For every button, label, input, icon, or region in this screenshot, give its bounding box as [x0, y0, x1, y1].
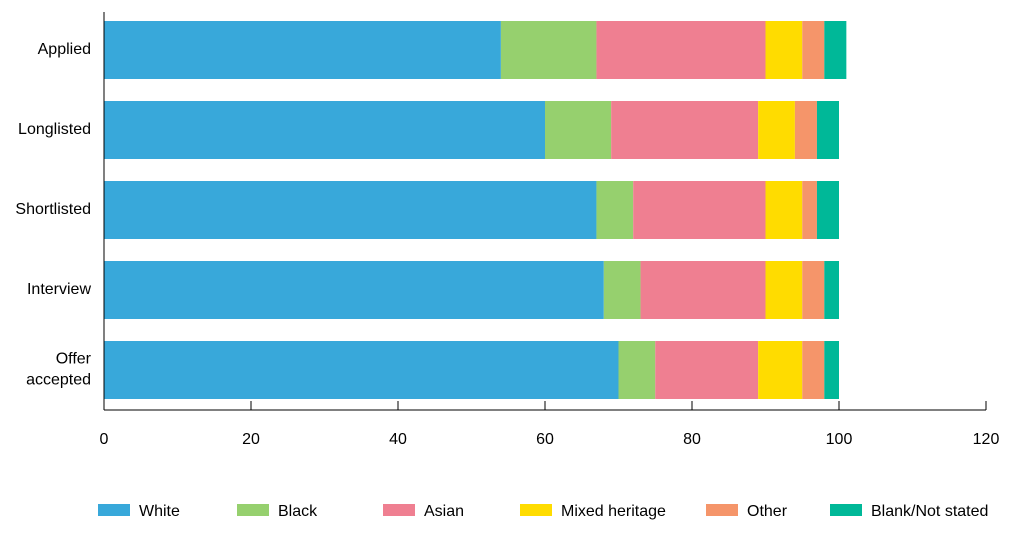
legend-swatch-mixed-heritage: [520, 504, 552, 516]
bar-segment-asian-shortlisted: [633, 181, 766, 239]
bar-segment-blank-not-stated-shortlisted: [816, 181, 839, 239]
legend-swatch-blank-not-stated: [830, 504, 862, 516]
bar-segment-mixed-heritage-interview: [765, 261, 803, 319]
bar-segment-black-longlisted: [545, 101, 612, 159]
bar-segment-asian-interview: [640, 261, 766, 319]
x-tick-label-120: 120: [973, 431, 1000, 448]
bar-segment-mixed-heritage-offer-accepted: [758, 341, 803, 399]
legend-swatch-white: [98, 504, 130, 516]
bar-segment-other-shortlisted: [802, 181, 817, 239]
legend-label-asian: Asian: [424, 503, 464, 520]
legend-swatch-other: [706, 504, 738, 516]
bar-segment-asian-applied: [596, 21, 766, 79]
legend-swatch-asian: [383, 504, 415, 516]
bar-segment-other-offer-accepted: [802, 341, 825, 399]
x-tick-label-20: 20: [242, 431, 260, 448]
bar-segment-black-shortlisted: [596, 181, 634, 239]
x-tick-label-40: 40: [389, 431, 407, 448]
legend-swatch-black: [237, 504, 269, 516]
bar-segment-mixed-heritage-shortlisted: [765, 181, 803, 239]
bar-segment-blank-not-stated-interview: [824, 261, 839, 319]
category-label-shortlisted: Shortlisted: [15, 201, 91, 218]
bar-segment-black-interview: [603, 261, 641, 319]
x-tick-label-60: 60: [536, 431, 554, 448]
category-label-offer-accepted: Offer accepted: [26, 351, 92, 389]
bar-segment-white-applied: [104, 21, 501, 79]
bar-segment-blank-not-stated-longlisted: [816, 101, 839, 159]
bar-segment-black-applied: [500, 21, 597, 79]
legend-label-black: Black: [278, 503, 318, 520]
legend-label-mixed-heritage: Mixed heritage: [561, 503, 666, 520]
bar-segment-other-interview: [802, 261, 825, 319]
bar-segment-white-longlisted: [104, 101, 545, 159]
category-label-interview: Interview: [27, 281, 91, 298]
category-label-longlisted: Longlisted: [18, 121, 91, 138]
bar-segment-white-shortlisted: [104, 181, 597, 239]
x-tick-label-100: 100: [826, 431, 853, 448]
bar-segment-mixed-heritage-applied: [765, 21, 803, 79]
bar-segment-mixed-heritage-longlisted: [758, 101, 795, 159]
bar-segment-other-longlisted: [794, 101, 817, 159]
category-label-applied: Applied: [38, 41, 91, 58]
legend-label-blank-not-stated: Blank/Not stated: [871, 503, 988, 520]
bar-segment-asian-offer-accepted: [655, 341, 759, 399]
x-tick-label-80: 80: [683, 431, 701, 448]
bar-segment-white-interview: [104, 261, 604, 319]
x-tick-label-0: 0: [100, 431, 109, 448]
bar-segment-asian-longlisted: [611, 101, 759, 159]
bar-segment-black-offer-accepted: [618, 341, 656, 399]
bar-segment-blank-not-stated-applied: [824, 21, 847, 79]
bar-segment-blank-not-stated-offer-accepted: [824, 341, 839, 399]
legend-label-white: White: [139, 503, 180, 520]
bar-segment-white-offer-accepted: [104, 341, 619, 399]
bar-segment-other-applied: [802, 21, 825, 79]
legend-label-other: Other: [747, 503, 788, 520]
